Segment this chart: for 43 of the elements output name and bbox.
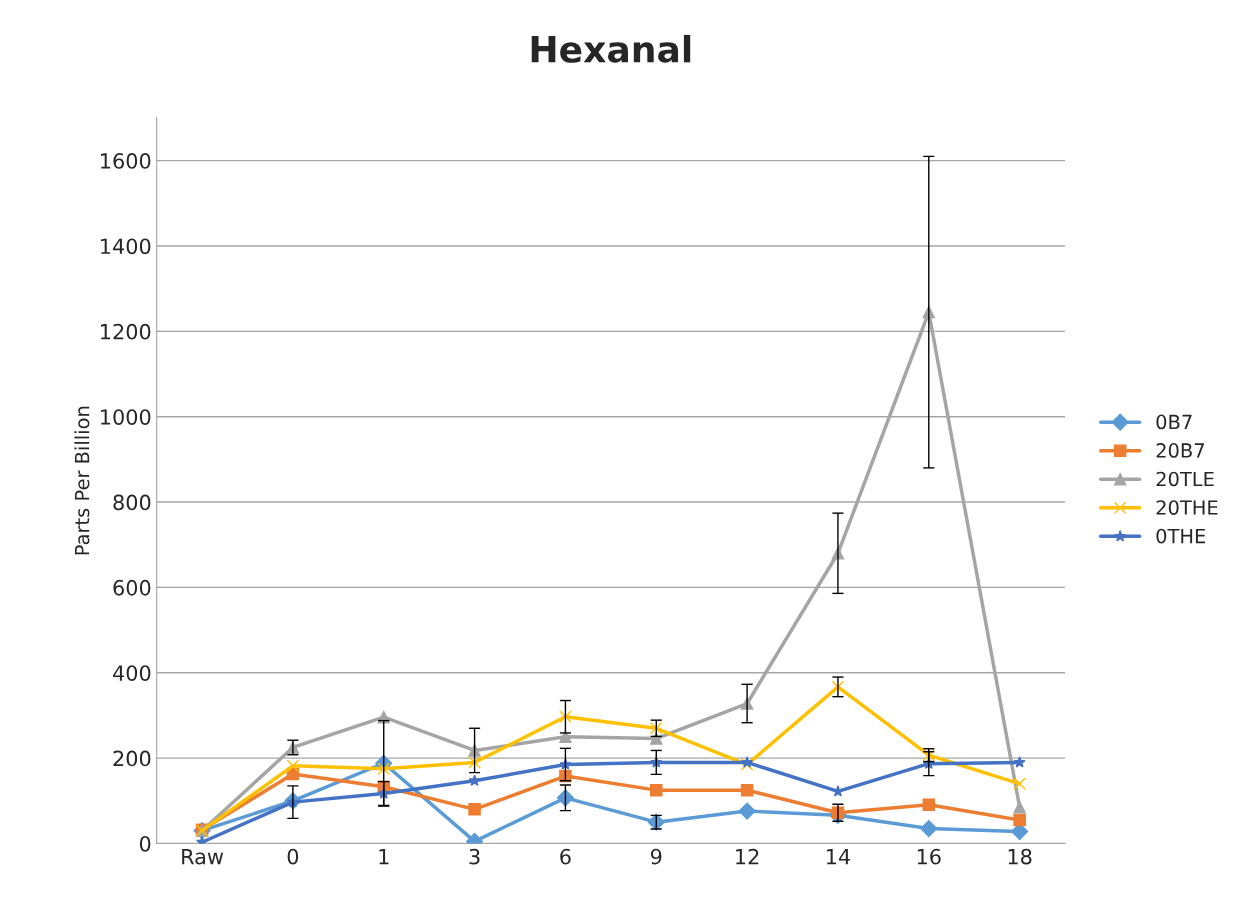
point	[831, 680, 845, 694]
point	[286, 759, 300, 773]
legend-label: 20THE	[1156, 500, 1218, 515]
y-tick-label: 200	[113, 750, 151, 767]
y-tick-label: 600	[113, 579, 151, 596]
point	[740, 783, 754, 797]
y-tick-label: 400	[113, 665, 151, 681]
y-tick-label: 1400	[101, 238, 151, 255]
point	[1013, 777, 1026, 791]
point	[1013, 756, 1026, 768]
y-tick-label: 800	[113, 494, 151, 511]
x-tick-label: 18	[1008, 848, 1032, 865]
legend-label: 20B7	[1156, 443, 1204, 458]
y-tick-label: 1000	[101, 409, 151, 425]
x-tick-label: 9	[650, 848, 662, 865]
point	[920, 820, 938, 838]
x-tick-label: 6	[560, 848, 571, 865]
y-tick-label: 0	[139, 835, 151, 852]
legend-label: 0B7	[1156, 414, 1192, 430]
point	[922, 798, 936, 811]
y-tick-label: 1200	[101, 323, 151, 340]
x-tick-label: 12	[736, 848, 759, 865]
x-tick-label: 0	[287, 848, 299, 865]
point	[377, 762, 390, 776]
chart-title: Hexanal	[531, 34, 691, 63]
x-tick-label: Raw	[182, 849, 224, 865]
legend-label: 20TLE	[1156, 471, 1214, 487]
point	[468, 756, 481, 769]
y-tick-label: 1600	[101, 153, 151, 169]
point	[738, 802, 756, 820]
point	[650, 783, 663, 797]
x-tick-label: 1	[379, 849, 389, 865]
legend-label: 0THE	[1156, 528, 1206, 544]
point	[468, 774, 481, 786]
x-tick-label: 16	[917, 848, 941, 865]
y-axis-title: Parts Per Billion	[74, 406, 90, 555]
point	[1013, 800, 1026, 814]
point	[650, 732, 663, 745]
point	[1013, 813, 1026, 827]
x-tick-label: 3	[469, 848, 480, 865]
x-tick-label: 14	[826, 849, 851, 865]
point	[468, 803, 481, 816]
point	[559, 710, 572, 723]
